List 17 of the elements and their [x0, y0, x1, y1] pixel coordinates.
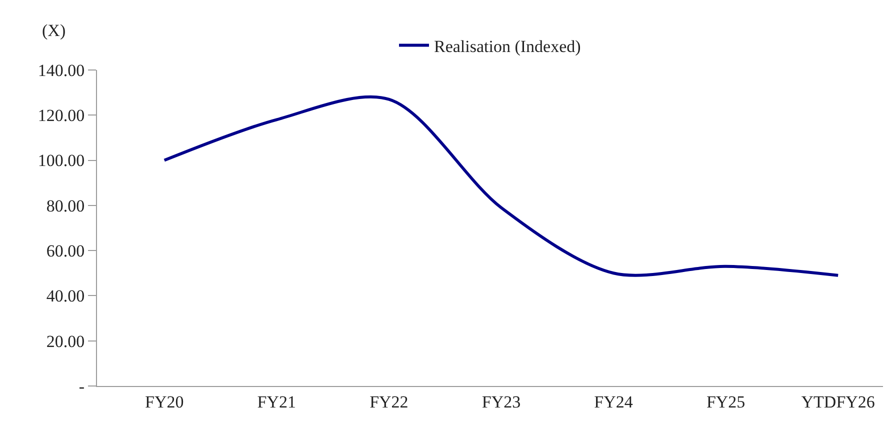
y-axis-title: (X)	[42, 21, 66, 40]
y-tick-label: 20.00	[46, 332, 85, 351]
y-tick-label: -	[78, 376, 85, 396]
x-tick-label: FY25	[706, 392, 746, 412]
x-tick-label: YTDFY26	[801, 392, 875, 412]
y-tick-label: 120.00	[38, 106, 85, 126]
y-tick-label: 60.00	[46, 242, 85, 261]
legend-label: Realisation (Indexed)	[434, 36, 581, 56]
y-tick-label: 100.00	[38, 151, 85, 170]
x-tick-label: FY23	[482, 392, 521, 412]
y-tick-label: 40.00	[46, 286, 85, 306]
y-tick-label: 80.00	[46, 196, 85, 216]
x-tick-label: FY24	[594, 392, 634, 412]
x-tick-label: FY20	[145, 392, 184, 412]
x-tick-label: FY22	[370, 392, 408, 412]
y-tick-label: 140.00	[38, 60, 85, 80]
x-tick-label: FY21	[257, 392, 296, 412]
